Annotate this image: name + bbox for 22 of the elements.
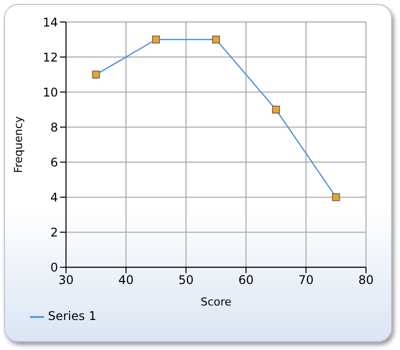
y-axis-title: Frequency bbox=[12, 116, 25, 174]
point bbox=[92, 70, 100, 78]
x-tick-label: 60 bbox=[238, 272, 254, 287]
y-tick-label: 10 bbox=[42, 85, 58, 100]
x-tick-label: 80 bbox=[358, 272, 374, 287]
x-axis-title: Score bbox=[200, 295, 232, 308]
y-tick-label: 4 bbox=[50, 190, 58, 204]
x-tick-label: 40 bbox=[118, 272, 134, 287]
y-tick-label: 0 bbox=[50, 260, 58, 275]
x-tick-label: 30 bbox=[58, 272, 74, 287]
y-tick-label: 6 bbox=[50, 155, 58, 170]
x-tick-label: 70 bbox=[298, 272, 314, 287]
x-tick-label: 50 bbox=[178, 272, 194, 287]
y-tick-label: 14 bbox=[42, 15, 58, 30]
y-tick-label: 2 bbox=[50, 226, 58, 240]
legend-label: Series 1 bbox=[48, 309, 96, 324]
y-tick-label: 8 bbox=[50, 120, 58, 134]
point bbox=[212, 36, 220, 44]
point bbox=[152, 36, 160, 44]
point bbox=[272, 106, 280, 114]
y-tick-label: 12 bbox=[42, 50, 58, 64]
point bbox=[332, 193, 340, 202]
